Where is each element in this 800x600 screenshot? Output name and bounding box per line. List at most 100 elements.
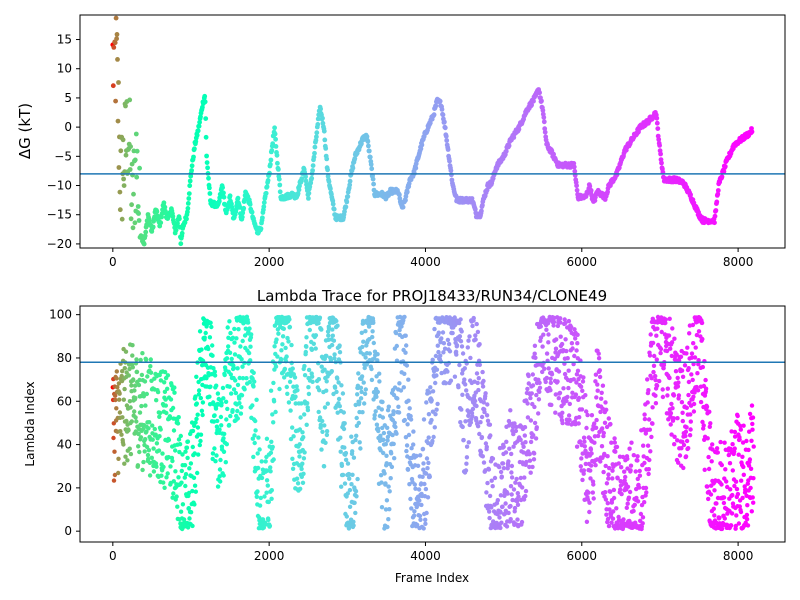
- lambda-point: [608, 421, 613, 427]
- lambda-point: [608, 489, 613, 494]
- delta-g-point: [306, 190, 312, 196]
- lambda-point: [161, 480, 166, 485]
- delta-g-point: [159, 211, 165, 217]
- lambda-point: [705, 484, 710, 489]
- lambda-point: [126, 373, 131, 378]
- lambda-point: [393, 424, 398, 430]
- delta-g-point: [220, 185, 226, 191]
- lambda-point: [659, 329, 664, 335]
- delta-g-point: [112, 3, 117, 8]
- lambda-point: [119, 432, 124, 437]
- delta-g-point: [712, 220, 717, 226]
- lambda-point: [192, 502, 197, 507]
- lambda-point: [195, 425, 201, 430]
- lambda-point: [579, 407, 585, 412]
- lambda-point: [267, 523, 273, 529]
- lambda-point: [317, 388, 322, 393]
- lambda-point: [427, 390, 432, 395]
- lambda-point: [560, 410, 565, 415]
- delta-g-point: [310, 168, 315, 173]
- lambda-point: [225, 325, 230, 330]
- lambda-point: [258, 495, 263, 501]
- lambda-point: [666, 333, 672, 338]
- lambda-point: [725, 484, 730, 490]
- lambda-point: [150, 437, 155, 442]
- bottom-x-tick-label: 4000: [410, 549, 441, 563]
- lambda-point: [527, 464, 532, 470]
- lambda-point: [589, 463, 594, 468]
- lambda-point: [385, 438, 390, 443]
- delta-g-point: [542, 129, 548, 135]
- delta-g-point: [318, 106, 323, 112]
- lambda-point: [250, 436, 255, 441]
- lambda-point: [724, 479, 729, 484]
- delta-g-point: [311, 154, 317, 160]
- lambda-point: [221, 396, 226, 401]
- delta-g-point: [313, 137, 319, 143]
- delta-g-point: [275, 160, 280, 166]
- lambda-point: [737, 437, 742, 442]
- lambda-point: [696, 362, 701, 367]
- lambda-point: [704, 404, 710, 409]
- lambda-point: [426, 412, 432, 417]
- lambda-point: [481, 460, 487, 465]
- lambda-point: [297, 442, 302, 447]
- lambda-point: [406, 377, 411, 382]
- lambda-point: [670, 326, 675, 331]
- bottom-axes-frame: [79, 305, 786, 543]
- lambda-point: [326, 326, 332, 331]
- delta-g-point: [268, 162, 273, 167]
- lambda-point: [526, 381, 531, 386]
- lambda-point: [579, 456, 584, 461]
- lambda-point: [597, 368, 602, 373]
- top-y-tick-label: 15: [57, 33, 72, 47]
- lambda-point: [320, 429, 325, 434]
- lambda-point: [218, 479, 223, 484]
- lambda-point: [599, 390, 604, 395]
- lambda-point: [329, 342, 335, 348]
- lambda-point: [691, 409, 697, 414]
- lambda-point: [566, 318, 572, 324]
- lambda-point: [474, 321, 479, 327]
- delta-g-point: [186, 191, 192, 197]
- lambda-point: [483, 441, 489, 446]
- lambda-point: [125, 458, 130, 463]
- delta-g-point: [118, 148, 124, 154]
- lambda-point: [404, 443, 410, 448]
- lambda-point: [245, 320, 251, 325]
- bottom-x-axis: 0 2000 4000 6000 8000: [109, 542, 753, 563]
- lambda-point: [311, 341, 316, 346]
- lambda-point: [182, 463, 188, 468]
- lambda-point: [183, 449, 188, 454]
- lambda-point: [186, 506, 191, 511]
- lambda-point: [298, 415, 303, 420]
- lambda-point: [350, 449, 355, 454]
- lambda-point: [482, 409, 487, 415]
- lambda-point: [271, 380, 276, 386]
- lambda-point: [549, 372, 555, 377]
- lambda-point: [404, 343, 409, 348]
- lambda-point: [126, 428, 131, 433]
- lambda-point: [421, 461, 426, 466]
- lambda-point: [450, 330, 455, 336]
- lambda-point: [306, 391, 312, 397]
- lambda-point: [503, 501, 508, 506]
- delta-g-point: [112, 40, 118, 46]
- lambda-point: [406, 432, 412, 438]
- lambda-point: [591, 482, 596, 487]
- lambda-point: [117, 391, 122, 396]
- lambda-point: [538, 324, 543, 329]
- lambda-point: [469, 410, 475, 416]
- delta-g-point: [186, 196, 192, 201]
- lambda-point: [680, 374, 686, 379]
- lambda-point: [227, 350, 233, 355]
- lambda-point: [601, 469, 606, 475]
- lambda-point: [603, 463, 608, 469]
- lambda-point: [285, 335, 290, 341]
- lambda-point: [611, 509, 616, 514]
- delta-g-point: [403, 197, 408, 203]
- lambda-point: [464, 461, 469, 466]
- lambda-point: [740, 440, 746, 445]
- lambda-point: [633, 469, 638, 474]
- lambda-point: [654, 357, 659, 362]
